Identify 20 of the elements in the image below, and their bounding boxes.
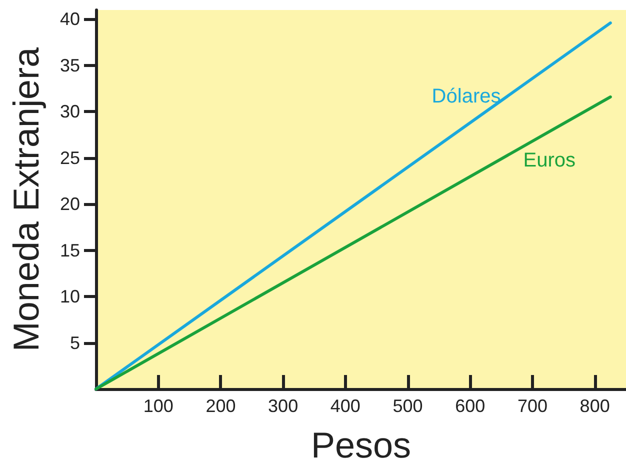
series-label: Dólares [432,85,501,108]
y-tick-label: 5 [70,332,80,353]
y-tick-label: 15 [60,240,80,260]
y-tick-label: 40 [60,9,80,30]
y-tick-label: 10 [60,286,80,307]
x-tick-label: 300 [268,396,298,416]
x-tick-label: 800 [580,396,610,416]
y-tick-label: 20 [60,194,80,214]
y-tick-label: 30 [60,102,80,122]
x-tick-label: 500 [392,396,423,416]
x-tick-label: 100 [143,396,174,416]
x-tick-label: 200 [206,396,236,416]
y-tick-label: 25 [60,148,80,168]
y-axis-title: Moneda Extranjera [6,46,46,352]
x-axis-title: Pesos [310,424,412,466]
y-tick-label: 35 [60,55,80,76]
x-tick-label: 600 [455,396,486,416]
series-label: Euros [523,150,576,172]
x-tick-label: 400 [330,396,360,416]
x-tick-label: 700 [517,396,548,416]
